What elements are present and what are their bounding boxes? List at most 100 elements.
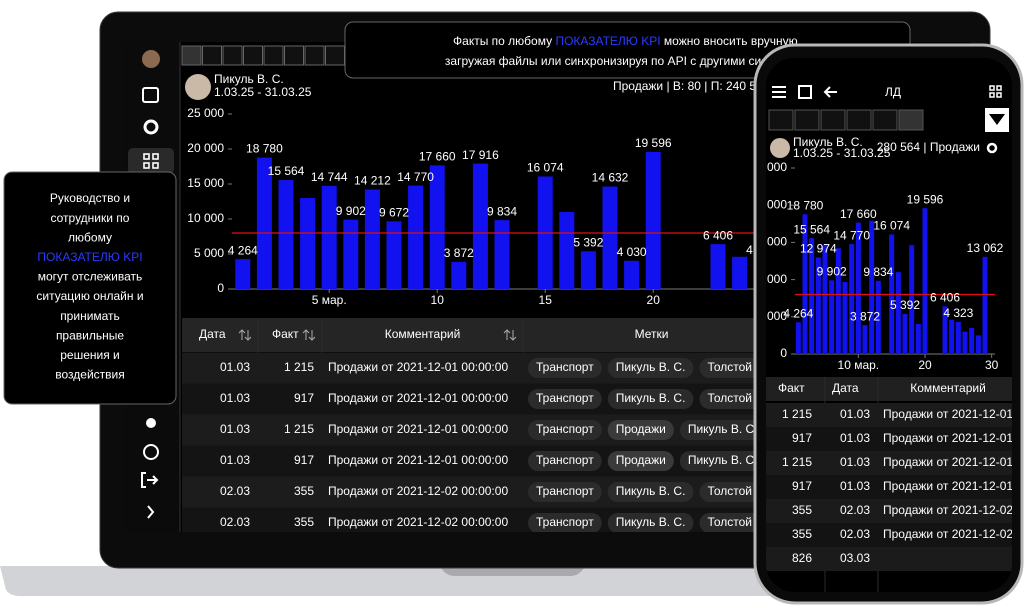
tag-label: Толстой А. К. (707, 515, 780, 529)
tab[interactable] (222, 45, 243, 66)
x-tick-label: 30 (985, 358, 999, 372)
column-header[interactable]: Комментарий (385, 327, 461, 341)
value-label: 9 902 (817, 265, 847, 279)
logout-icon[interactable] (141, 472, 159, 488)
callout-box (3, 171, 177, 405)
callout-line: ПОКАЗАТЕЛЮ KPI (37, 250, 142, 264)
tag-label: Продажи (616, 453, 666, 467)
value-label: 15 564 (268, 164, 305, 178)
cell: 02.03 (220, 515, 250, 529)
bar (942, 306, 948, 354)
tab[interactable] (284, 45, 304, 66)
help-icon[interactable] (143, 444, 159, 460)
tag (528, 513, 602, 532)
expand-icon[interactable] (147, 505, 155, 519)
calendar-icon[interactable] (142, 87, 159, 103)
tab[interactable] (243, 45, 263, 66)
y-tick-label: 25 000 (750, 160, 787, 174)
callout-line: могут отслеживать (38, 270, 143, 284)
bar (875, 280, 881, 354)
tab[interactable] (794, 109, 820, 131)
value-label: 14 770 (833, 228, 870, 242)
bar (580, 251, 596, 289)
bar (645, 151, 661, 289)
tab[interactable] (325, 45, 345, 66)
tag (528, 420, 602, 440)
value-label: 17 660 (840, 207, 877, 221)
column-header[interactable]: Дата (199, 327, 226, 341)
callout-line: воздействия (55, 368, 124, 382)
tab[interactable] (263, 45, 284, 66)
bar (982, 256, 988, 354)
bar (429, 165, 445, 289)
value-label: 9 834 (487, 204, 517, 218)
cell: 917 (294, 391, 314, 405)
bar (902, 313, 908, 354)
back-icon[interactable] (823, 86, 837, 98)
column-header[interactable]: Метки (635, 327, 669, 341)
theme-icon[interactable] (146, 418, 156, 428)
tab[interactable] (181, 45, 202, 66)
value-label: 9 672 (379, 205, 409, 219)
column-header[interactable]: Факт (272, 327, 299, 341)
bar (559, 212, 575, 289)
table-header (766, 377, 1012, 401)
screen-title: ЛД (885, 85, 901, 99)
callout-line: загружая файлы или синхронизируя по API … (445, 54, 809, 68)
settings-icon[interactable] (986, 142, 998, 154)
tag (528, 482, 602, 502)
value-label: 18 780 (787, 198, 824, 212)
bar (321, 185, 337, 289)
value-label: 16 074 (527, 161, 564, 175)
tab[interactable] (846, 109, 872, 131)
grid-icon[interactable] (989, 85, 1002, 98)
x-tick-label: 10 (431, 293, 445, 307)
bar (955, 321, 961, 354)
cell: 917 (792, 431, 812, 445)
x-tick-label: 10 мар. (838, 358, 880, 372)
settings-icon[interactable] (143, 119, 159, 135)
column-header[interactable]: Комментарий (910, 381, 986, 395)
value-label: 6 406 (703, 228, 733, 242)
tag (607, 513, 694, 532)
value-label: 14 212 (354, 174, 391, 188)
bar (386, 221, 402, 289)
tag (607, 482, 694, 502)
menu-icon[interactable] (772, 86, 786, 98)
tab[interactable] (820, 109, 846, 131)
phone-app: ЛД Пикуль В. С. 1.03.25 - 31.03.25 280 5… (750, 85, 1024, 592)
sort-icon[interactable] (503, 329, 517, 341)
active-item[interactable] (128, 148, 174, 174)
sort-icon[interactable] (302, 329, 316, 341)
x-tick-label: 20 (647, 293, 661, 307)
value-label: 15 564 (793, 222, 830, 236)
value-label: 19 596 (635, 136, 672, 150)
column-header[interactable]: Факт (778, 381, 805, 395)
value-label: 5 392 (890, 298, 920, 312)
y-tick-label: 5 000 (194, 246, 224, 260)
sort-icon[interactable] (238, 329, 252, 341)
cell: Продажи от 2021-12-02 00:00:00 (328, 515, 508, 529)
bar (278, 180, 294, 289)
tab[interactable] (898, 109, 924, 131)
column-header[interactable]: Дата (832, 381, 859, 395)
tab[interactable] (202, 45, 222, 66)
tab[interactable] (768, 109, 794, 131)
y-tick-label: 20 000 (187, 141, 224, 155)
table-row (766, 547, 1012, 571)
tag (699, 513, 762, 532)
bar (408, 185, 424, 289)
user-name: Пикуль В. С. (214, 72, 284, 86)
cell: Продажи от 2021-12-02 00:00:00 (883, 503, 1024, 517)
cell: Продажи от 2021-12-01 00:00:00 (883, 431, 1024, 445)
tab[interactable] (872, 109, 898, 131)
tag (699, 358, 762, 378)
tag (679, 420, 762, 440)
tab[interactable] (304, 45, 325, 66)
value-label: 4 323 (943, 306, 973, 320)
calendar-icon[interactable] (798, 85, 812, 99)
value-label: 4 264 (783, 306, 813, 320)
cell: 1 215 (284, 422, 314, 436)
y-tick-label: 10 000 (187, 211, 224, 225)
avatar-icon[interactable] (142, 50, 160, 68)
